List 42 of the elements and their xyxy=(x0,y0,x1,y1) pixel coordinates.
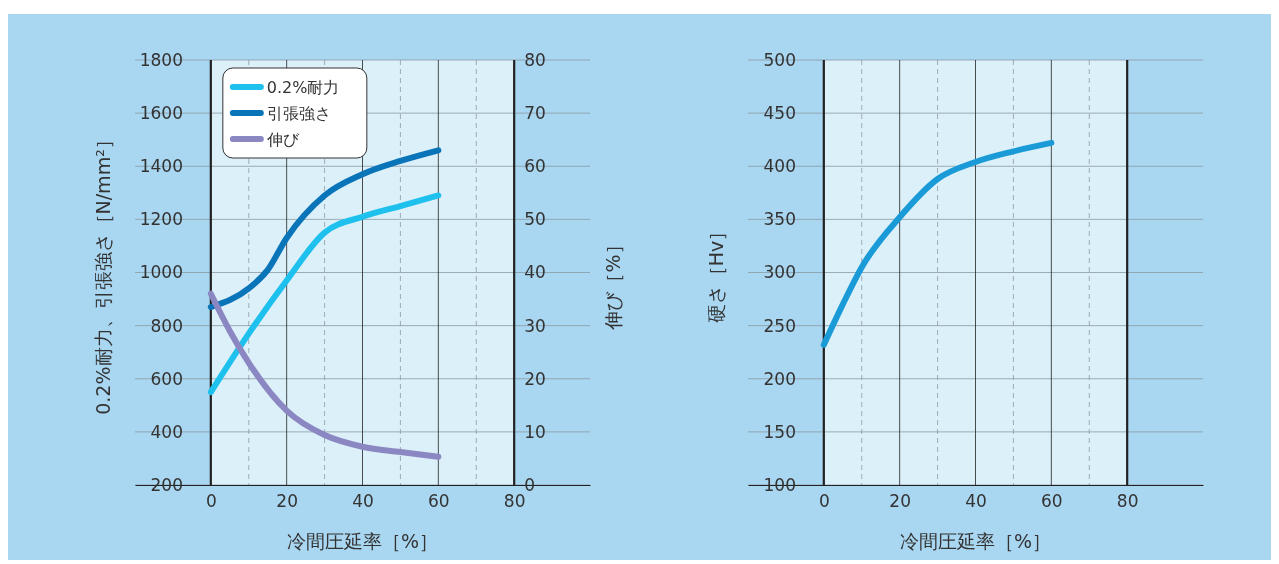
x-tick-label: 0 xyxy=(818,491,830,512)
x-tick-label: 80 xyxy=(1116,491,1139,512)
y-tick-label: 1200 xyxy=(139,209,183,230)
x-tick-label: 60 xyxy=(1041,491,1063,512)
y2-tick-label: 20 xyxy=(524,368,546,389)
y2-axis-title: 伸び［%］ xyxy=(602,235,624,331)
y-tick-label: 800 xyxy=(150,315,183,336)
y2-tick-label: 60 xyxy=(524,156,546,177)
y2-tick-label: 30 xyxy=(524,315,546,336)
y-axis-title: 硬さ［Hv］ xyxy=(705,221,727,324)
legend-label: 引張強さ xyxy=(266,104,331,123)
x-axis-title: 冷間圧延率［%］ xyxy=(899,530,1052,552)
y-tick-label: 600 xyxy=(150,368,183,389)
x-tick-label: 80 xyxy=(503,491,526,512)
y-tick-label: 1000 xyxy=(139,262,183,283)
y-tick-label: 300 xyxy=(763,262,796,283)
y-tick-label: 1800 xyxy=(139,49,183,70)
y-tick-label: 1600 xyxy=(139,103,183,124)
x-tick-label: 60 xyxy=(428,491,450,512)
y2-tick-label: 40 xyxy=(524,262,546,283)
y2-tick-label: 50 xyxy=(524,209,546,230)
y-tick-label: 450 xyxy=(763,103,796,124)
x-tick-label: 0 xyxy=(205,491,217,512)
legend-label: 伸び xyxy=(265,130,300,149)
y-tick-label: 200 xyxy=(763,368,796,389)
y2-tick-label: 80 xyxy=(524,49,546,70)
x-tick-label: 20 xyxy=(889,491,911,512)
y-tick-label: 400 xyxy=(763,156,796,177)
y-tick-label: 250 xyxy=(763,315,796,336)
x-tick-label: 40 xyxy=(352,491,374,512)
y-tick-label: 400 xyxy=(150,421,183,442)
y-tick-label: 1400 xyxy=(139,156,183,177)
x-tick-label: 40 xyxy=(965,491,987,512)
y-tick-label: 150 xyxy=(763,421,796,442)
x-tick-label: 20 xyxy=(276,491,298,512)
x-axis-title: 冷間圧延率［%］ xyxy=(286,530,439,552)
y-axis-title: 0.2%耐力、引張強さ［N/mm²］ xyxy=(92,130,114,415)
y-tick-label: 500 xyxy=(763,49,796,70)
y2-tick-label: 10 xyxy=(524,421,546,442)
y-tick-label: 350 xyxy=(763,209,796,230)
legend-label: 0.2%耐力 xyxy=(266,78,340,97)
y2-tick-label: 70 xyxy=(524,103,546,124)
